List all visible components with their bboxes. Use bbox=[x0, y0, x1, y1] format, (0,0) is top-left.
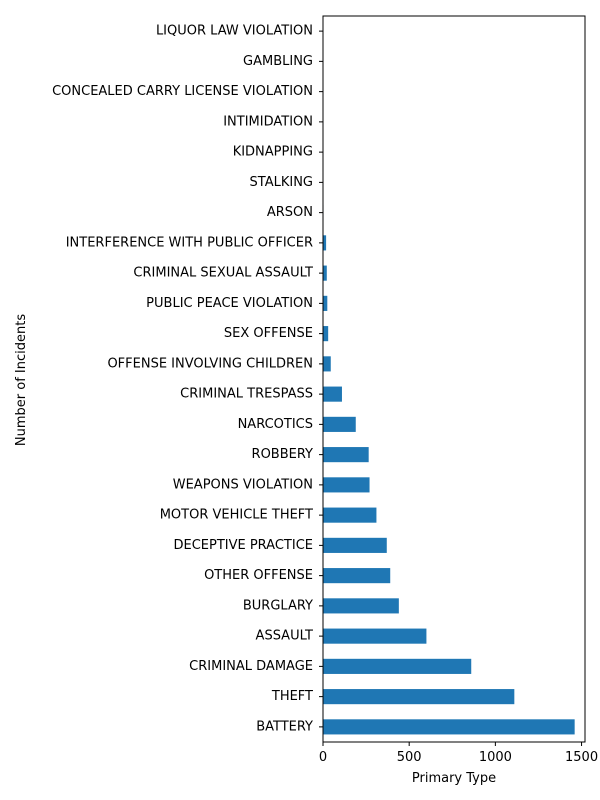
y-tick-label: INTERFERENCE WITH PUBLIC OFFICER bbox=[66, 235, 313, 250]
y-tick-label: PUBLIC PEACE VIOLATION bbox=[146, 296, 313, 311]
bar-sex-offense bbox=[323, 326, 329, 342]
x-tick-label: 1000 bbox=[479, 750, 512, 765]
x-ticks-group: 0 500 1000 1500 bbox=[319, 742, 598, 765]
y-tick-label: INTIMIDATION bbox=[223, 114, 313, 129]
y-axis-label: Number of Incidents bbox=[14, 314, 29, 446]
y-tick-label: MOTOR VEHICLE THEFT bbox=[160, 508, 313, 523]
bar-battery bbox=[323, 719, 575, 735]
bar-criminal-trespass bbox=[323, 386, 342, 402]
y-tick-label: THEFT bbox=[271, 689, 313, 704]
y-tick-label: CONCEALED CARRY LICENSE VIOLATION bbox=[52, 84, 313, 99]
bar-motor-vehicle-theft bbox=[323, 507, 377, 523]
y-tick-label: BURGLARY bbox=[243, 598, 313, 613]
y-tick-label: ROBBERY bbox=[252, 447, 314, 462]
y-ticks-group: BATTERY THEFT CRIMINAL DAMAGE ASSAULT BURGLA… bbox=[52, 24, 323, 734]
bar-theft bbox=[323, 689, 515, 705]
x-axis-label: Primary Type bbox=[412, 771, 496, 786]
x-tick-label: 1500 bbox=[565, 750, 598, 765]
y-tick-label: GAMBLING bbox=[243, 54, 313, 69]
y-tick-label: CRIMINAL SEXUAL ASSAULT bbox=[133, 266, 313, 281]
bar-other-offense bbox=[323, 568, 391, 584]
y-tick-label: CRIMINAL TRESPASS bbox=[180, 387, 313, 402]
y-tick-label: ARSON bbox=[267, 205, 313, 220]
y-tick-label: STALKING bbox=[250, 175, 313, 190]
bar-public-peace-violation bbox=[323, 295, 328, 311]
y-tick-label: CRIMINAL DAMAGE bbox=[189, 659, 313, 674]
bar-criminal-sexual-assault bbox=[323, 265, 327, 281]
y-tick-label: WEAPONS VIOLATION bbox=[173, 477, 313, 492]
bar-assault bbox=[323, 628, 427, 644]
bar-narcotics bbox=[323, 416, 356, 432]
bar-offense-involving-children bbox=[323, 356, 331, 372]
y-tick-label: NARCOTICS bbox=[238, 417, 313, 432]
bar-weapons-violation bbox=[323, 477, 370, 493]
y-tick-label: BATTERY bbox=[256, 719, 313, 734]
bars-group bbox=[323, 23, 575, 735]
x-tick-label: 0 bbox=[319, 750, 327, 765]
y-tick-label: OFFENSE INVOLVING CHILDREN bbox=[107, 356, 313, 371]
bar-interference-with-public-officer bbox=[323, 235, 327, 251]
bar-criminal-damage bbox=[323, 658, 472, 674]
bar-robbery bbox=[323, 447, 369, 463]
bar-deceptive-practice bbox=[323, 537, 387, 553]
y-tick-label: ASSAULT bbox=[256, 629, 313, 644]
x-tick-label: 500 bbox=[397, 750, 422, 765]
y-tick-label: SEX OFFENSE bbox=[224, 326, 313, 341]
y-tick-label: DECEPTIVE PRACTICE bbox=[173, 538, 313, 553]
y-tick-label: OTHER OFFENSE bbox=[204, 568, 313, 583]
y-tick-label: LIQUOR LAW VIOLATION bbox=[156, 24, 313, 39]
y-tick-label: KIDNAPPING bbox=[233, 145, 313, 160]
bar-burglary bbox=[323, 598, 399, 614]
plot-frame bbox=[322, 15, 586, 743]
